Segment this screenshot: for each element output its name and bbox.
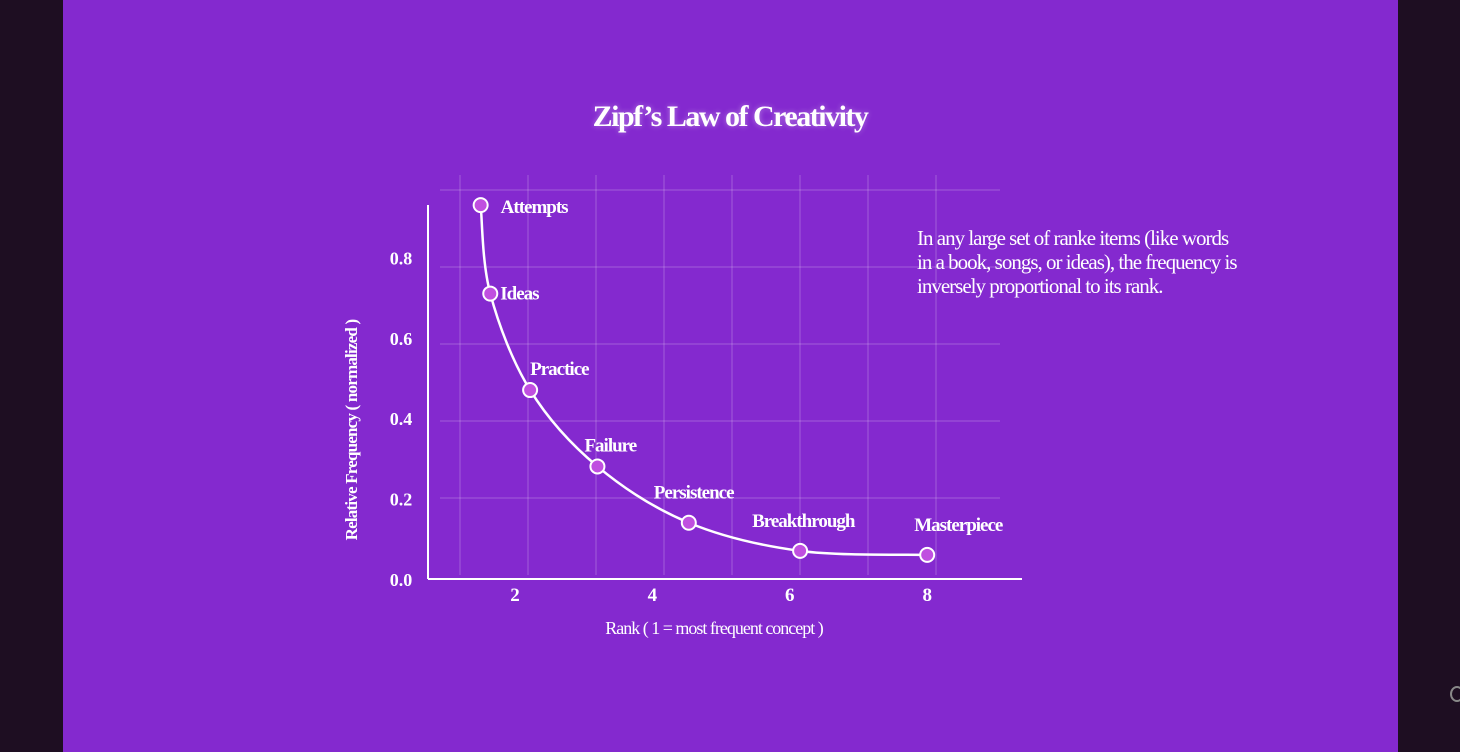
x-axis-label: Rank ( 1 = most frequent concept ) [605, 618, 824, 639]
data-point [680, 514, 697, 531]
data-point [792, 542, 809, 559]
data-point [482, 285, 499, 302]
data-label: Attempts [501, 197, 569, 218]
data-label: Breakthrough [752, 511, 856, 532]
data-label: Practice [530, 359, 589, 380]
data-point [919, 546, 936, 563]
data-label: Failure [584, 435, 636, 456]
data-point [472, 197, 489, 214]
annotation-text: In any large set of ranke items (like wo… [917, 226, 1238, 298]
y-tick-label: 0.6 [390, 329, 413, 349]
data-label: Masterpiece [914, 515, 1003, 536]
y-tick-label: 0.0 [390, 570, 413, 590]
y-tick-label: 0.4 [390, 409, 413, 429]
data-point [589, 458, 606, 475]
video-frame [63, 0, 1398, 752]
y-tick-label: 0.8 [390, 248, 413, 268]
y-axis-label: Relative Frequency ( normalized ) [342, 320, 361, 541]
x-tick-label: 2 [510, 585, 520, 606]
y-tick-label: 0.2 [390, 490, 413, 510]
data-label: Persistence [654, 483, 734, 504]
data-label: Ideas [500, 284, 539, 305]
data-point [522, 382, 539, 399]
x-tick-label: 6 [785, 585, 795, 606]
x-tick-label: 8 [922, 585, 932, 606]
chart-title: Zipf’s Law of Creativity [592, 100, 869, 133]
cursor-icon [1450, 686, 1460, 702]
x-tick-label: 4 [648, 585, 658, 606]
